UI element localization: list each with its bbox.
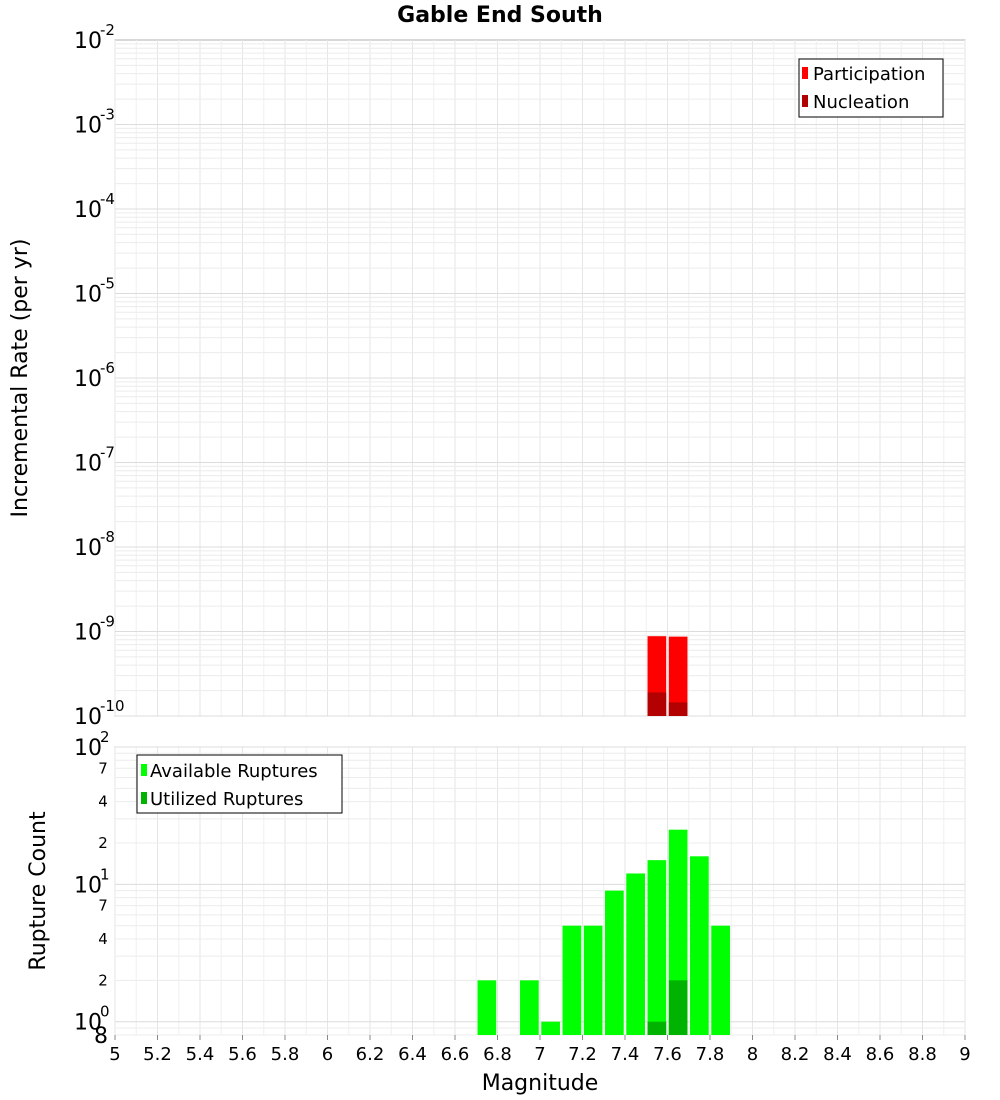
- y-tick-label-exponent: -2: [100, 21, 115, 39]
- x-tick-label: 8: [747, 1044, 758, 1065]
- legend-swatch-utilized: [141, 792, 147, 804]
- chart-title: Gable End South: [397, 3, 603, 28]
- x-tick-label: 7: [534, 1044, 545, 1065]
- bottom-bars: [477, 829, 730, 1035]
- y-tick-label-base: 10: [74, 1011, 102, 1036]
- bar-participation: [668, 636, 688, 716]
- x-tick-label: 6: [322, 1044, 333, 1065]
- bottom-legend-box: [136, 754, 343, 814]
- x-tick-label: 8.4: [823, 1044, 852, 1065]
- y-tick-label-exponent: 2: [100, 728, 110, 746]
- x-tick-label: 7.6: [653, 1044, 682, 1065]
- y-tick-label-minor: 4: [98, 930, 108, 948]
- x-tick-label: 8.2: [781, 1044, 810, 1065]
- top-legend: Participation Nucleation: [798, 58, 944, 118]
- x-tick-label: 5.6: [228, 1044, 257, 1065]
- y-tick-label-base: 10: [74, 536, 102, 561]
- bar-available-ruptures: [583, 925, 603, 1035]
- x-tick-label: 6.2: [356, 1044, 385, 1065]
- y-tick-label-base: 10: [74, 873, 102, 898]
- y-tick-label-bottom: 8: [94, 1024, 108, 1049]
- y-tick-label-exponent: 1: [100, 865, 110, 883]
- y-tick-label-exponent: 0: [100, 1003, 110, 1021]
- y-tick-label-base: 10: [74, 198, 102, 223]
- x-tick-label: 7.2: [568, 1044, 597, 1065]
- bar-available-ruptures: [626, 873, 645, 1035]
- legend-swatch-available: [141, 764, 147, 776]
- legend-label-nucleation: Nucleation: [813, 92, 909, 113]
- top-bars: [647, 636, 688, 716]
- bottom-y-axis-label: Rupture Count: [26, 811, 51, 971]
- bar-nucleation: [668, 702, 688, 716]
- y-tick-label-exponent: -9: [100, 613, 115, 631]
- x-tick-label: 5.4: [186, 1044, 215, 1065]
- bar-nucleation: [647, 692, 667, 716]
- y-tick-label-minor: 7: [98, 759, 108, 777]
- bar-available-ruptures: [605, 890, 624, 1035]
- x-tick-label: 7.8: [696, 1044, 725, 1065]
- y-tick-label-base: 10: [74, 29, 102, 54]
- x-tick-label: 5.8: [271, 1044, 300, 1065]
- bar-available-ruptures: [477, 980, 497, 1035]
- legend-swatch-participation: [802, 67, 808, 79]
- bar-available-ruptures: [711, 925, 730, 1035]
- top-y-axis-label: Incremental Rate (per yr): [8, 239, 33, 518]
- legend-label-participation: Participation: [813, 64, 925, 85]
- x-tick-label: 6.8: [483, 1044, 512, 1065]
- y-tick-label-minor: 4: [98, 793, 108, 811]
- top-grid: [114, 40, 966, 717]
- y-tick-label-minor: 7: [98, 897, 108, 915]
- legend-label-utilized: Utilized Ruptures: [150, 789, 303, 810]
- bar-available-ruptures: [690, 856, 709, 1035]
- y-tick-label-exponent: -8: [100, 528, 115, 546]
- y-tick-label-base: 10: [74, 367, 102, 392]
- bar-utilized-ruptures: [647, 1021, 667, 1035]
- y-tick-label-exponent: -7: [100, 444, 115, 462]
- legend-label-available: Available Ruptures: [150, 761, 318, 782]
- y-tick-label-minor: 2: [98, 971, 108, 989]
- x-tick-label: 8.8: [908, 1044, 937, 1065]
- x-tick-label: 6.6: [441, 1044, 470, 1065]
- y-tick-label-exponent: -5: [100, 275, 115, 293]
- bar-available-ruptures: [520, 980, 539, 1035]
- x-tick-label: 9: [959, 1044, 970, 1065]
- y-tick-label-base: 10: [74, 621, 102, 646]
- x-axis-label: Magnitude: [482, 1071, 599, 1096]
- y-tick-label-base: 10: [74, 736, 102, 761]
- y-tick-label-exponent: -6: [100, 359, 115, 377]
- x-tick-label: 7.4: [611, 1044, 640, 1065]
- top-legend-box: [798, 58, 944, 118]
- bottom-legend: Available Ruptures Utilized Ruptures: [136, 754, 343, 814]
- y-tick-label-base: 10: [74, 114, 102, 139]
- bar-available-ruptures: [562, 925, 582, 1035]
- y-tick-label-minor: 2: [98, 834, 108, 852]
- bar-available-ruptures: [647, 860, 667, 1035]
- bar-available-ruptures: [541, 1021, 560, 1035]
- y-tick-label-base: 10: [74, 452, 102, 477]
- x-tick-label: 6.4: [398, 1044, 427, 1065]
- bar-utilized-ruptures: [668, 980, 688, 1035]
- x-tick-label: 5: [109, 1044, 120, 1065]
- bottom-x-ticks: 5 5.2 5.4 5.6 5.8 6 6.2 6.4 6.6 6.8 7 7.2 7.4 7.6 7.8 8…: [109, 1035, 971, 1065]
- y-tick-label-exponent: -10: [100, 697, 125, 715]
- x-tick-label: 5.2: [143, 1044, 172, 1065]
- y-tick-label-exponent: -3: [100, 106, 115, 124]
- y-tick-label-base: 10: [74, 283, 102, 308]
- x-tick-label: 8.6: [866, 1044, 895, 1065]
- y-tick-label-exponent: -4: [100, 190, 115, 208]
- y-tick-label-base: 10: [74, 705, 102, 730]
- legend-swatch-nucleation: [802, 95, 808, 107]
